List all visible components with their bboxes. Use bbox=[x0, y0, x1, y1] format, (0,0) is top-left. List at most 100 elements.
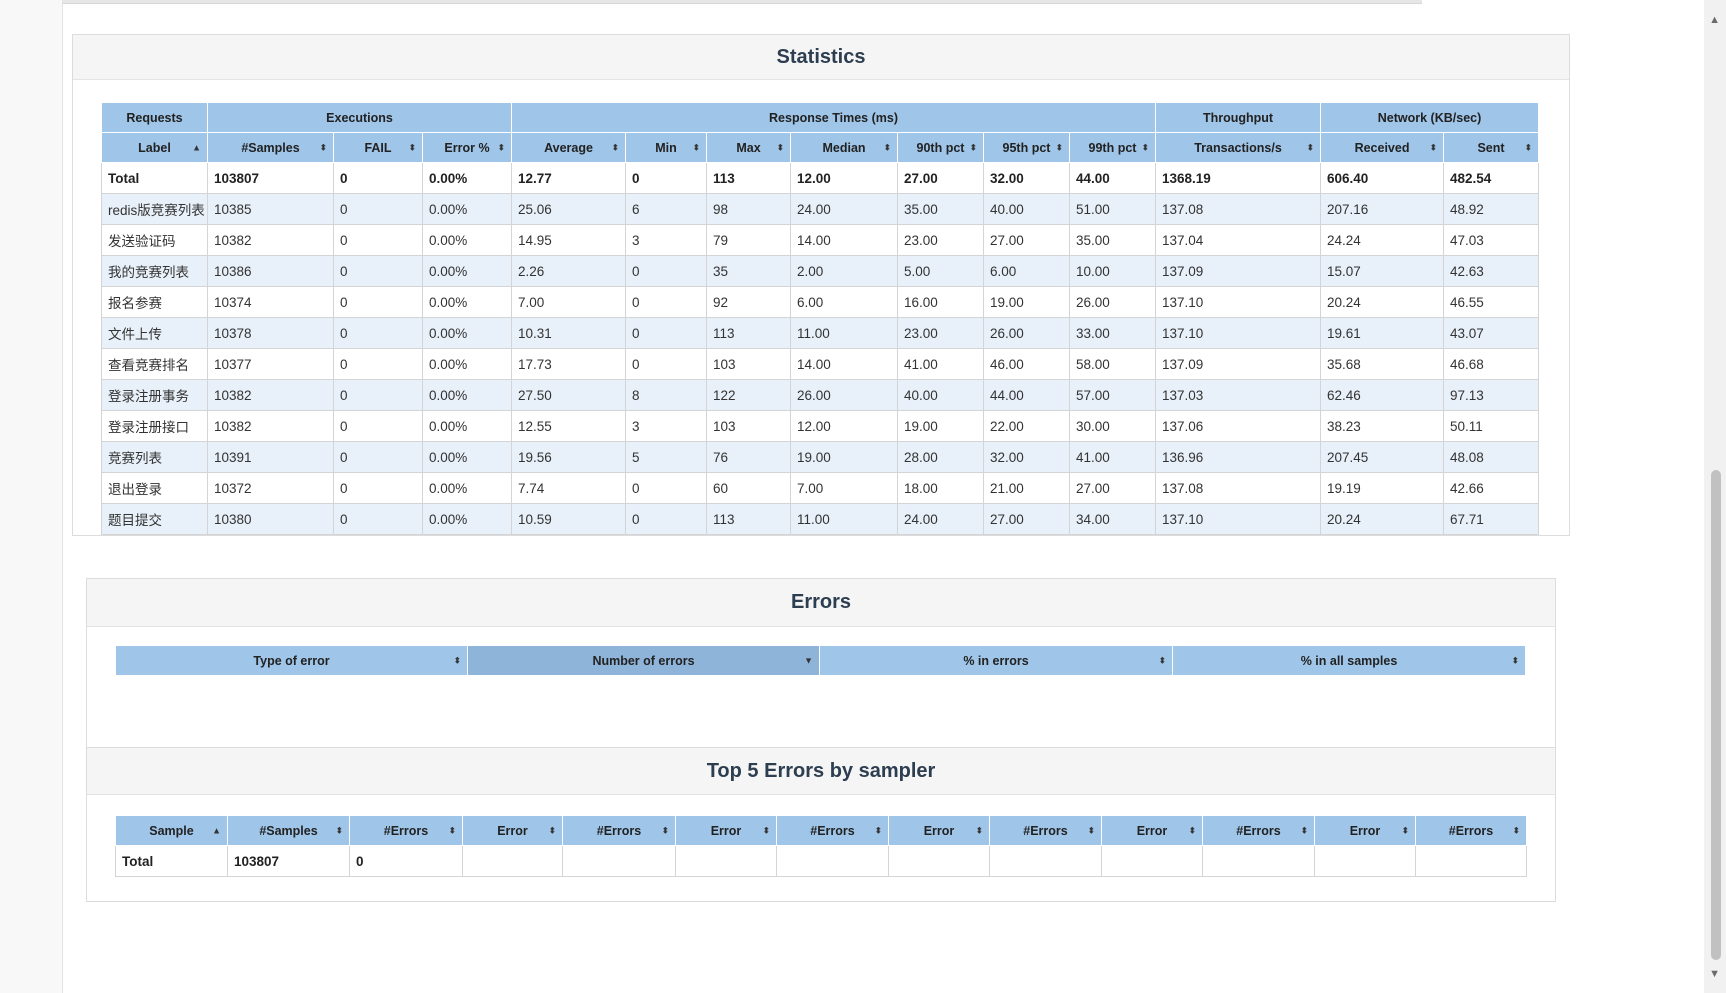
top5-col-5[interactable]: Error ⬍ bbox=[675, 815, 777, 846]
top5-col-10[interactable]: #Errors ⬍ bbox=[1202, 815, 1315, 846]
scroll-down-arrow-icon[interactable]: ▼ bbox=[1709, 968, 1720, 980]
table-cell: 19.56 bbox=[511, 441, 626, 473]
stats-col-7[interactable]: Median ⬍ bbox=[790, 132, 898, 163]
table-cell: 35.00 bbox=[897, 193, 984, 225]
table-cell: 48.08 bbox=[1443, 441, 1540, 473]
table-cell: 查看竞赛排名 bbox=[101, 348, 208, 380]
table-cell: 27.00 bbox=[1068, 472, 1157, 504]
top5-col-2[interactable]: #Errors ⬍ bbox=[349, 815, 463, 846]
top5-col-4[interactable]: #Errors ⬍ bbox=[562, 815, 676, 846]
errors-col-3[interactable]: % in all samples ⬍ bbox=[1172, 645, 1526, 676]
top5-col-7[interactable]: Error ⬍ bbox=[888, 815, 990, 846]
table-cell: 46.00 bbox=[983, 348, 1070, 380]
vertical-scrollbar[interactable]: ▲ ▼ bbox=[1704, 0, 1726, 993]
top5-col-3[interactable]: Error ⬍ bbox=[462, 815, 563, 846]
stats-col-10[interactable]: 99th pct ⬍ bbox=[1068, 132, 1157, 163]
top5-col-9[interactable]: Error ⬍ bbox=[1101, 815, 1203, 846]
top5-col-1[interactable]: #Samples ⬍ bbox=[227, 815, 350, 846]
table-cell: 137.08 bbox=[1155, 472, 1322, 504]
errors-col-0[interactable]: Type of error ⬍ bbox=[115, 645, 468, 676]
table-cell: 19.00 bbox=[897, 410, 984, 442]
table-cell: 43.07 bbox=[1443, 317, 1540, 349]
stats-col-2[interactable]: FAIL ⬍ bbox=[333, 132, 423, 163]
sort-both-icon: ⬍ bbox=[874, 825, 882, 835]
table-cell: 137.09 bbox=[1155, 255, 1322, 287]
table-cell: 26.00 bbox=[983, 317, 1070, 349]
sort-both-icon: ⬍ bbox=[776, 142, 784, 152]
table-cell: 22.00 bbox=[983, 410, 1070, 442]
table-cell: 10.59 bbox=[511, 503, 626, 535]
table-cell: 28.00 bbox=[897, 441, 984, 473]
table-cell bbox=[675, 845, 777, 877]
table-cell: 文件上传 bbox=[101, 317, 208, 349]
table-cell bbox=[562, 845, 676, 877]
table-row: 登录注册接口 10382 0 0.00% 12.55 3 103 12.00 19.00 22.0… bbox=[101, 410, 1540, 442]
stats-col-12[interactable]: Received ⬍ bbox=[1320, 132, 1445, 163]
table-cell: 24.00 bbox=[897, 503, 984, 535]
table-cell: 0 bbox=[625, 286, 707, 318]
top5-column-header-row: Sample ▲ #Samples ⬍ #Errors ⬍ Error ⬍ #Errors ⬍ Er… bbox=[115, 815, 1527, 846]
table-cell: 7.74 bbox=[511, 472, 626, 504]
table-cell: 137.04 bbox=[1155, 224, 1322, 256]
table-cell: 0.00% bbox=[422, 379, 512, 411]
table-cell: 113 bbox=[706, 503, 791, 535]
sort-both-icon: ⬍ bbox=[453, 655, 461, 665]
table-cell: 48.92 bbox=[1443, 193, 1540, 225]
stats-col-11[interactable]: Transactions/s ⬍ bbox=[1155, 132, 1322, 163]
top5-col-8[interactable]: #Errors ⬍ bbox=[989, 815, 1102, 846]
table-cell: 57.00 bbox=[1068, 379, 1157, 411]
table-cell: 21.00 bbox=[983, 472, 1070, 504]
sort-both-icon: ⬍ bbox=[1429, 142, 1438, 152]
table-cell: 0 bbox=[333, 379, 423, 411]
top5-errors-table-body: Total 103807 0 bbox=[115, 845, 1527, 877]
errors-col-2[interactable]: % in errors ⬍ bbox=[819, 645, 1173, 676]
table-cell: 606.40 bbox=[1320, 162, 1445, 194]
table-row: 报名参赛 10374 0 0.00% 7.00 0 92 6.00 16.00 19.00 26.0… bbox=[101, 286, 1540, 318]
scrollbar-thumb[interactable] bbox=[1711, 470, 1721, 960]
table-cell bbox=[989, 845, 1102, 877]
table-cell: 20.24 bbox=[1320, 503, 1445, 535]
table-row: 查看竞赛排名 10377 0 0.00% 17.73 0 103 14.00 41.00 46.0… bbox=[101, 348, 1540, 380]
stats-col-1[interactable]: #Samples ⬍ bbox=[207, 132, 334, 163]
stats-col-9[interactable]: 95th pct ⬍ bbox=[983, 132, 1070, 163]
table-cell: 0 bbox=[333, 472, 423, 504]
table-cell: 10374 bbox=[207, 286, 334, 318]
stats-col-5[interactable]: Min ⬍ bbox=[625, 132, 707, 163]
table-cell: 0.00% bbox=[422, 224, 512, 256]
table-cell: 137.08 bbox=[1155, 193, 1322, 225]
table-cell: 0 bbox=[625, 255, 707, 287]
sort-both-icon: ⬍ bbox=[1087, 825, 1095, 835]
table-cell: 2.26 bbox=[511, 255, 626, 287]
top5-col-6[interactable]: #Errors ⬍ bbox=[776, 815, 889, 846]
stats-col-4[interactable]: Average ⬍ bbox=[511, 132, 626, 163]
sort-desc-icon: ▼ bbox=[804, 655, 813, 665]
stats-col-3[interactable]: Error % ⬍ bbox=[422, 132, 512, 163]
table-cell: 12.00 bbox=[790, 410, 898, 442]
table-cell: 34.00 bbox=[1068, 503, 1157, 535]
stats-column-header-row: Label ▲ #Samples ⬍ FAIL ⬍ Error % ⬍ Average ⬍ Min ⬍… bbox=[101, 132, 1540, 163]
stats-col-0[interactable]: Label ▲ bbox=[101, 132, 208, 163]
table-cell: 0 bbox=[625, 162, 707, 194]
sort-both-icon: ⬍ bbox=[883, 142, 891, 152]
table-cell: 0 bbox=[625, 317, 707, 349]
errors-col-1[interactable]: Number of errors ▼ bbox=[467, 645, 820, 676]
top5-col-12[interactable]: #Errors ⬍ bbox=[1415, 815, 1527, 846]
left-gutter bbox=[0, 0, 63, 993]
table-cell: 42.63 bbox=[1443, 255, 1540, 287]
top5-col-11[interactable]: Error ⬍ bbox=[1314, 815, 1416, 846]
table-cell: 27.00 bbox=[897, 162, 984, 194]
stats-col-8[interactable]: 90th pct ⬍ bbox=[897, 132, 984, 163]
top5-col-0[interactable]: Sample ▲ bbox=[115, 815, 228, 846]
table-cell: 0.00% bbox=[422, 286, 512, 318]
table-cell: 76 bbox=[706, 441, 791, 473]
sort-both-icon: ⬍ bbox=[975, 825, 983, 835]
scroll-up-arrow-icon[interactable]: ▲ bbox=[1709, 14, 1720, 26]
stats-col-6[interactable]: Max ⬍ bbox=[706, 132, 791, 163]
table-cell: 3 bbox=[625, 410, 707, 442]
table-cell: 报名参赛 bbox=[101, 286, 208, 318]
table-cell bbox=[1415, 845, 1527, 877]
sort-both-icon: ⬍ bbox=[1401, 825, 1409, 835]
stats-col-13[interactable]: Sent ⬍ bbox=[1443, 132, 1540, 163]
table-cell: 11.00 bbox=[790, 317, 898, 349]
table-cell: 47.03 bbox=[1443, 224, 1540, 256]
